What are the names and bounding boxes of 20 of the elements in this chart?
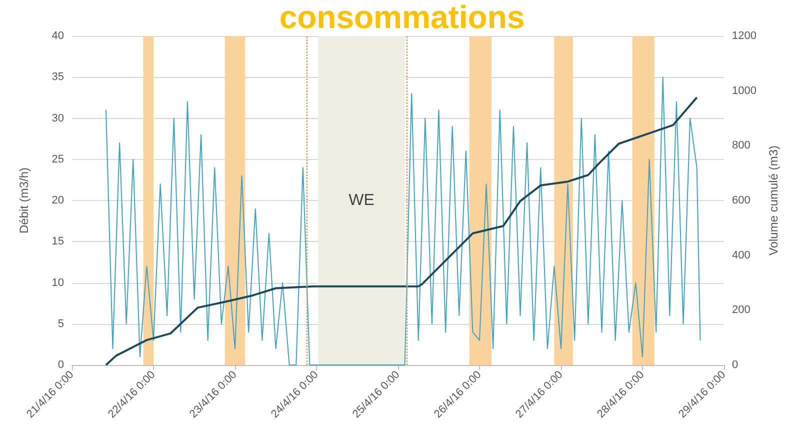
y2-tick-label: 400 — [732, 249, 750, 262]
chart-title: consommations — [279, 0, 525, 35]
band-label: WE — [348, 192, 374, 209]
y2-tick-label: 1000 — [732, 84, 756, 97]
y-tick-label: 0 — [58, 359, 64, 371]
y2-tick-label: 600 — [732, 194, 750, 206]
y-tick-label: 5 — [58, 318, 64, 330]
y-tick-label: 40 — [52, 30, 64, 42]
y-tick-label: 20 — [52, 194, 64, 206]
y2-tick-label: 800 — [732, 140, 750, 152]
y2-tick-label: 200 — [732, 304, 750, 316]
y2-tick-label: 0 — [732, 359, 738, 371]
y-tick-label: 15 — [52, 236, 64, 248]
y-tick-label: 25 — [52, 153, 64, 166]
y-axis-title: Débit (m3/h) — [17, 167, 31, 234]
y2-axis-title: Volume cumulé (m3) — [766, 145, 780, 256]
y-tick-label: 10 — [52, 276, 64, 289]
y2-tick-label: 1200 — [732, 30, 756, 42]
y-tick-label: 30 — [52, 112, 64, 124]
y-tick-label: 35 — [52, 71, 64, 84]
